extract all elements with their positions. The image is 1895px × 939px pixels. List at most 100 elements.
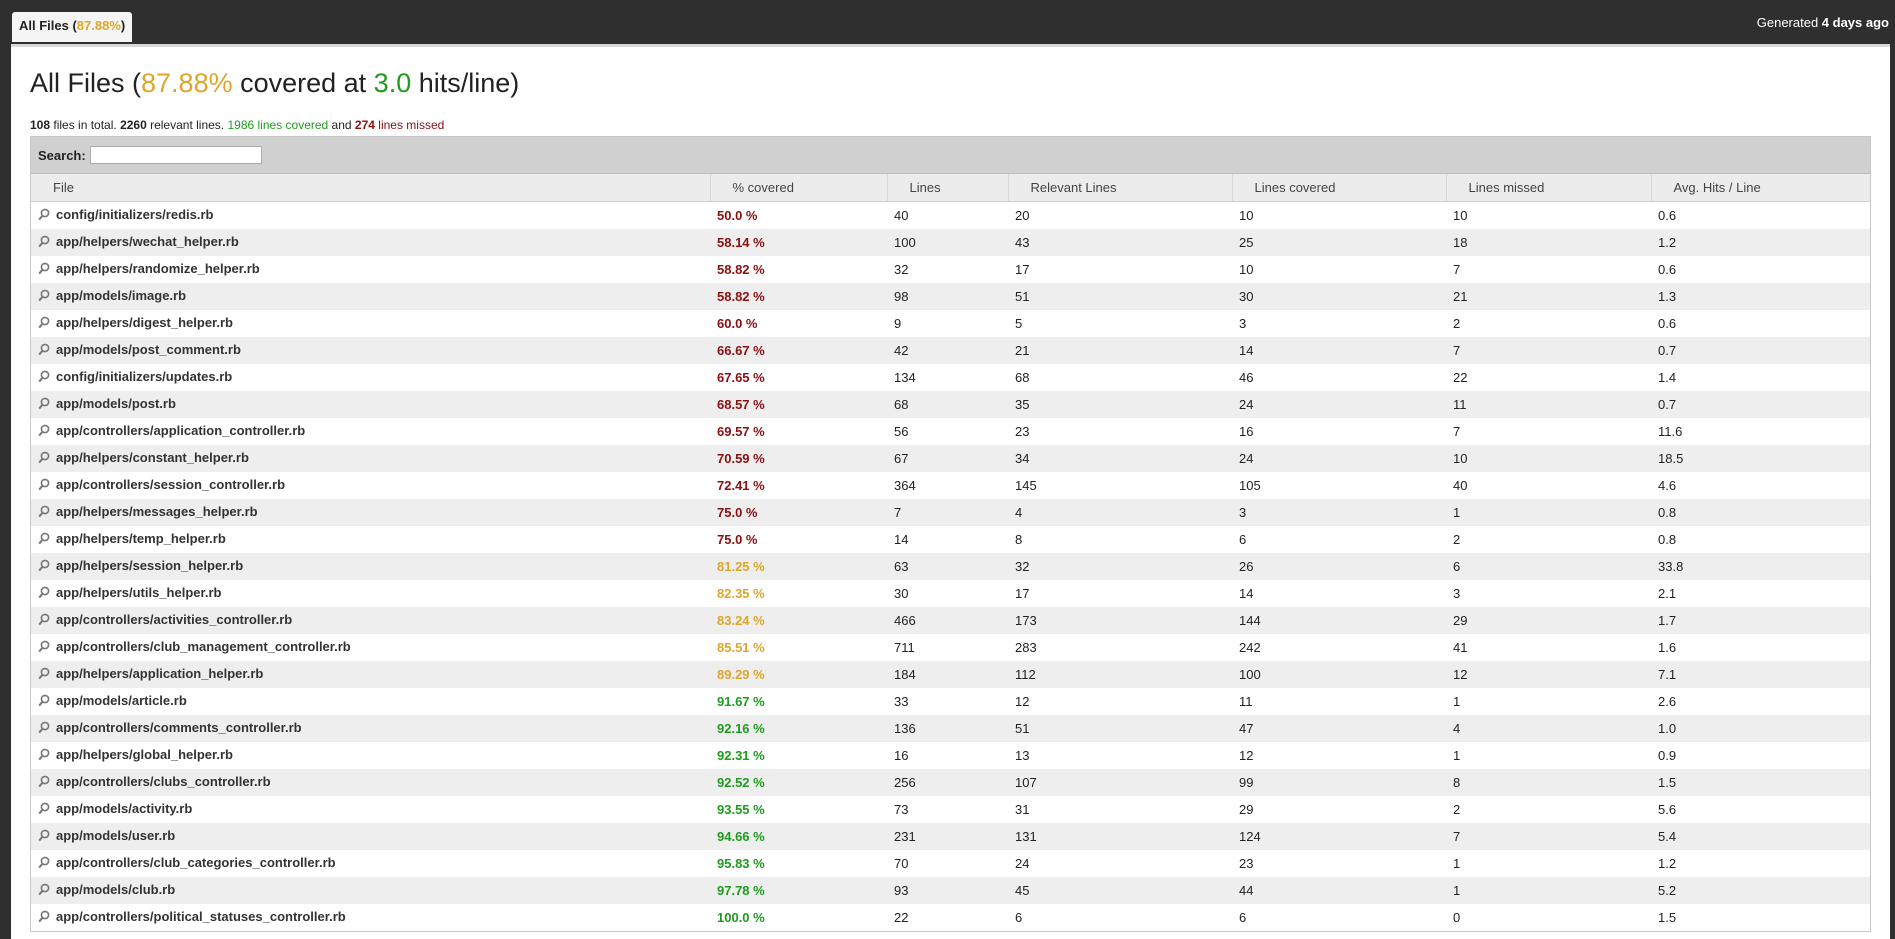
file-link[interactable]: app/helpers/constant_helper.rb <box>56 450 249 466</box>
file-link[interactable]: app/models/club.rb <box>56 882 176 898</box>
tab-label-suffix: ) <box>120 18 126 33</box>
cell-file-name[interactable]: app/models/club.rb <box>31 877 710 904</box>
file-link[interactable]: app/helpers/global_helper.rb <box>56 747 233 763</box>
file-link[interactable]: app/controllers/club_management_controll… <box>56 639 351 655</box>
magnifier-icon[interactable] <box>38 829 50 845</box>
column-header-avg-hits[interactable]: Avg. Hits / Line <box>1651 174 1870 202</box>
cell-file-name[interactable]: app/controllers/comments_controller.rb <box>31 715 710 742</box>
file-link[interactable]: app/models/activity.rb <box>56 801 193 817</box>
column-header-lines[interactable]: Lines <box>887 174 1009 202</box>
magnifier-icon[interactable] <box>38 613 50 629</box>
file-link[interactable]: app/models/image.rb <box>56 288 187 304</box>
cell-file-name[interactable]: config/initializers/updates.rb <box>31 364 710 391</box>
cell-file-name[interactable]: app/models/image.rb <box>31 283 710 310</box>
generated-prefix: Generated <box>1756 15 1822 30</box>
table-row: app/helpers/wechat_helper.rb 58.14 % 100 43… <box>31 229 1870 256</box>
cell-file-name[interactable]: app/models/activity.rb <box>31 796 710 823</box>
file-link[interactable]: app/controllers/club_categories_controll… <box>56 855 336 871</box>
cell-file-name[interactable]: app/helpers/digest_helper.rb <box>31 310 710 337</box>
column-header-relevant-lines[interactable]: Relevant Lines <box>1008 174 1233 202</box>
file-link[interactable]: config/initializers/updates.rb <box>56 369 233 385</box>
cell-file-name[interactable]: app/helpers/utils_helper.rb <box>31 580 710 607</box>
file-link[interactable]: app/controllers/session_controller.rb <box>56 477 286 493</box>
cell-file-name[interactable]: app/models/post_comment.rb <box>31 337 710 364</box>
file-link[interactable]: app/helpers/temp_helper.rb <box>56 531 226 547</box>
magnifier-icon[interactable] <box>38 532 50 548</box>
file-link[interactable]: config/initializers/redis.rb <box>56 207 214 223</box>
magnifier-icon[interactable] <box>38 586 50 602</box>
cell-percent-covered: 72.41 % <box>717 478 765 493</box>
magnifier-icon[interactable] <box>38 559 50 575</box>
file-link[interactable]: app/controllers/activities_controller.rb <box>56 612 293 628</box>
cell-file-name[interactable]: app/models/post.rb <box>31 391 710 418</box>
file-link[interactable]: app/helpers/randomize_helper.rb <box>56 261 260 277</box>
magnifier-icon[interactable] <box>38 802 50 818</box>
cell-avg-hits: 2.1 <box>1658 586 1677 601</box>
magnifier-icon[interactable] <box>38 640 50 656</box>
magnifier-icon[interactable] <box>38 451 50 467</box>
cell-lines: 7 <box>887 499 1008 526</box>
cell-file-name[interactable]: app/helpers/randomize_helper.rb <box>31 256 710 283</box>
magnifier-icon[interactable] <box>38 370 50 386</box>
magnifier-icon[interactable] <box>38 775 50 791</box>
magnifier-icon[interactable] <box>38 478 50 494</box>
magnifier-icon[interactable] <box>38 424 50 440</box>
file-link[interactable]: app/controllers/political_statuses_contr… <box>56 909 346 925</box>
column-header-file[interactable]: File <box>31 174 711 202</box>
file-link[interactable]: app/models/post.rb <box>56 396 176 412</box>
cell-file-name[interactable]: app/helpers/wechat_helper.rb <box>31 229 710 256</box>
cell-file-name[interactable]: app/helpers/messages_helper.rb <box>31 499 710 526</box>
main-panel: All Files (87.88% covered at 3.0 hits/li… <box>11 44 1890 939</box>
magnifier-icon[interactable] <box>38 883 50 899</box>
search-input[interactable] <box>89 146 262 164</box>
file-link[interactable]: app/controllers/comments_controller.rb <box>56 720 302 736</box>
magnifier-icon[interactable] <box>38 910 50 926</box>
file-link[interactable]: app/helpers/session_helper.rb <box>56 558 244 574</box>
file-link[interactable]: app/helpers/messages_helper.rb <box>56 504 258 520</box>
cell-file-name[interactable]: app/controllers/political_statuses_contr… <box>31 904 710 931</box>
file-link[interactable]: app/helpers/application_helper.rb <box>56 666 264 682</box>
file-link[interactable]: app/helpers/utils_helper.rb <box>56 585 222 601</box>
column-header-lines-covered[interactable]: Lines covered <box>1232 174 1447 202</box>
cell-file-name[interactable]: app/controllers/clubs_controller.rb <box>31 769 710 796</box>
cell-file-name[interactable]: app/models/article.rb <box>31 688 710 715</box>
cell-file-name[interactable]: app/helpers/temp_helper.rb <box>31 526 710 553</box>
magnifier-icon[interactable] <box>38 316 50 332</box>
magnifier-icon[interactable] <box>38 208 50 224</box>
cell-file-name[interactable]: app/controllers/club_categories_controll… <box>31 850 710 877</box>
cell-file-name[interactable]: app/helpers/global_helper.rb <box>31 742 710 769</box>
cell-file-name[interactable]: app/models/user.rb <box>31 823 710 850</box>
cell-file-name[interactable]: app/controllers/club_management_controll… <box>31 634 710 661</box>
magnifier-icon[interactable] <box>38 397 50 413</box>
magnifier-icon[interactable] <box>38 262 50 278</box>
magnifier-icon[interactable] <box>38 694 50 710</box>
magnifier-icon[interactable] <box>38 721 50 737</box>
magnifier-icon[interactable] <box>38 289 50 305</box>
cell-file-name[interactable]: app/helpers/session_helper.rb <box>31 553 710 580</box>
file-link[interactable]: app/models/user.rb <box>56 828 176 844</box>
cell-lines-missed: 1 <box>1446 877 1651 904</box>
cell-lines: 14 <box>894 532 909 547</box>
file-link[interactable]: app/helpers/wechat_helper.rb <box>56 234 239 250</box>
magnifier-icon[interactable] <box>38 667 50 683</box>
file-link[interactable]: app/controllers/clubs_controller.rb <box>56 774 271 790</box>
cell-file-name[interactable]: app/helpers/application_helper.rb <box>31 661 710 688</box>
cell-lines-missed: 6 <box>1446 553 1651 580</box>
file-link[interactable]: app/models/article.rb <box>56 693 187 709</box>
tab-all-files[interactable]: All Files (87.88%) <box>12 12 133 42</box>
file-link[interactable]: app/models/post_comment.rb <box>56 342 241 358</box>
file-link[interactable]: app/helpers/digest_helper.rb <box>56 315 233 331</box>
magnifier-icon[interactable] <box>38 235 50 251</box>
file-link[interactable]: app/controllers/application_controller.r… <box>56 423 306 439</box>
cell-file-name[interactable]: app/controllers/application_controller.r… <box>31 418 710 445</box>
cell-file-name[interactable]: app/controllers/activities_controller.rb <box>31 607 710 634</box>
cell-file-name[interactable]: app/controllers/session_controller.rb <box>31 472 710 499</box>
cell-file-name[interactable]: app/helpers/constant_helper.rb <box>31 445 710 472</box>
magnifier-icon[interactable] <box>38 748 50 764</box>
magnifier-icon[interactable] <box>38 505 50 521</box>
magnifier-icon[interactable] <box>38 856 50 872</box>
magnifier-icon[interactable] <box>38 343 50 359</box>
cell-file-name[interactable]: config/initializers/redis.rb <box>31 202 710 230</box>
column-header-lines-missed[interactable]: Lines missed <box>1446 174 1652 202</box>
column-header-percent-covered[interactable]: % covered <box>710 174 888 202</box>
